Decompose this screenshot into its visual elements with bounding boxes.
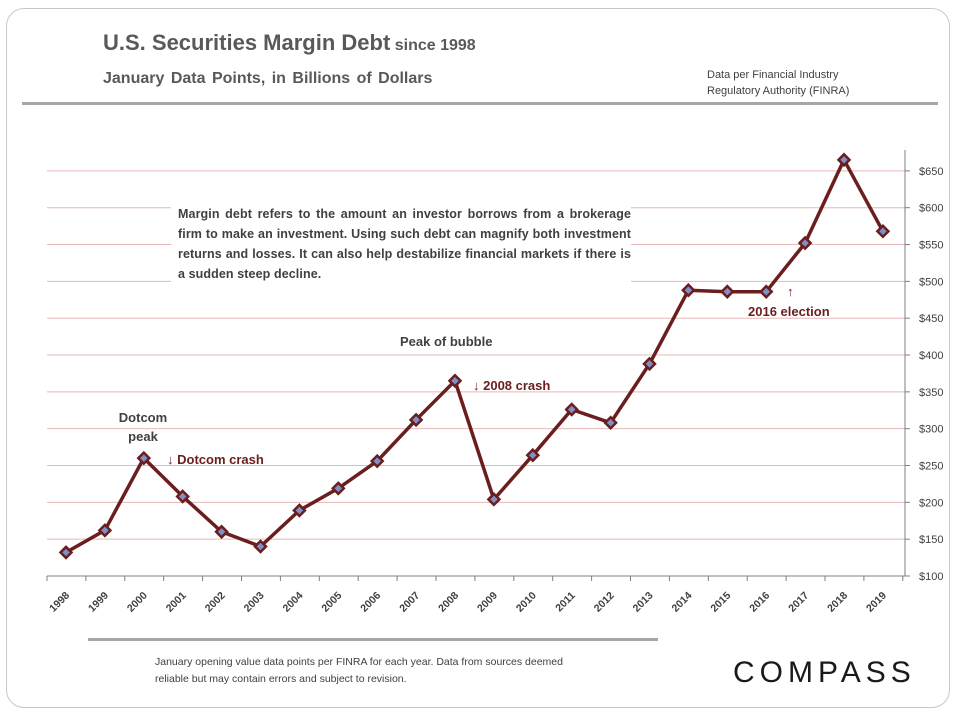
data-point-2009: [486, 492, 502, 507]
bottom-divider: [88, 638, 658, 641]
y-tick-label: $100: [919, 571, 943, 583]
top-divider: [22, 102, 938, 105]
data-point-2006: [369, 453, 385, 469]
chart-title-main: U.S. Securities Margin Debt: [103, 30, 391, 55]
y-tick-label: $650: [919, 166, 943, 178]
data-point-2000: [136, 450, 152, 466]
data-point-2014: [681, 282, 696, 298]
compass-logo: COMPASS: [733, 656, 916, 689]
data-point-2017: [797, 235, 813, 251]
x-tick-label: 2019: [864, 590, 889, 615]
x-tick-label: 2000: [125, 590, 150, 615]
x-tick-label: 2009: [475, 590, 500, 615]
x-tick-label: 2007: [397, 590, 422, 615]
y-tick-label: $300: [919, 424, 943, 436]
x-tick-label: 2006: [358, 590, 383, 615]
y-tick-label: $150: [919, 534, 943, 546]
data-point-2010: [525, 447, 541, 463]
x-tick-label: 2001: [164, 590, 189, 615]
data-point-2004: [292, 503, 307, 518]
chart-title: U.S. Securities Margin Debt since 1998: [103, 30, 476, 56]
data-point-2001: [175, 489, 190, 504]
data-point-2005: [331, 481, 346, 496]
x-tick-label: 2018: [825, 590, 850, 615]
data-point-2012: [603, 415, 618, 431]
y-tick-label: $200: [919, 497, 943, 509]
data-point-2016: [758, 284, 774, 299]
crash-2008-annotation: ↓ 2008 crash: [473, 378, 551, 393]
dotcom-crash-annotation: ↓ Dotcom crash: [167, 452, 264, 467]
y-tick-label: $400: [919, 350, 943, 362]
chart-subtitle: January Data Points, in Billions of Doll…: [103, 70, 433, 87]
data-point-1999: [97, 523, 113, 538]
source-note: Data per Financial Industry Regulatory A…: [707, 67, 849, 99]
y-tick-label: $450: [919, 313, 943, 325]
x-tick-label: 2010: [514, 590, 539, 615]
x-tick-label: 1998: [47, 590, 72, 615]
x-tick-label: 1999: [86, 590, 111, 615]
x-tick-label: 2016: [747, 590, 772, 615]
data-point-2013: [642, 356, 657, 372]
description-box: Margin debt refers to the amount an inve…: [171, 203, 631, 284]
x-tick-label: 2017: [786, 590, 811, 615]
x-tick-label: 2005: [319, 590, 344, 615]
dotcom-peak-line-1: Dotcom: [118, 410, 168, 425]
source-line-2: Regulatory Authority (FINRA): [707, 85, 850, 97]
election-arrow-icon: ↑: [787, 284, 794, 299]
slide-frame: [6, 8, 950, 708]
x-tick-label: 2008: [436, 590, 461, 615]
x-tick-label: 2003: [242, 590, 267, 615]
x-tick-label: 2014: [670, 590, 695, 615]
chart-title-suffix: since 1998: [394, 37, 476, 54]
election-2016-annotation: 2016 election: [748, 304, 830, 319]
markers: [58, 152, 891, 560]
x-tick-label: 2011: [553, 590, 578, 615]
x-tick-label: 2013: [631, 590, 656, 615]
y-tick-label: $550: [919, 240, 943, 252]
data-point-2003: [253, 539, 268, 554]
x-tick-label: 2002: [203, 590, 228, 615]
data-point-1998: [58, 545, 74, 560]
peak-of-bubble-annotation: Peak of bubble: [400, 334, 493, 349]
data-point-2011: [564, 402, 579, 417]
data-point-2008: [447, 373, 463, 389]
series-line-layer: [65, 158, 885, 554]
data-point-2018: [836, 152, 852, 168]
series-line: [65, 158, 885, 554]
y-tick-label: $350: [919, 387, 943, 399]
source-line-1: Data per Financial Industry: [707, 69, 839, 81]
y-tick-label: $600: [919, 203, 943, 215]
x-tick-label: 2004: [281, 590, 306, 615]
footnote: January opening value data points per FI…: [155, 656, 563, 685]
data-point-2019: [875, 224, 891, 239]
dotcom-peak-annotation: Dotcom peak: [112, 408, 174, 446]
x-tick-label: 2012: [592, 590, 617, 615]
data-point-2002: [214, 524, 229, 540]
x-tick-label: 2015: [708, 590, 733, 615]
dotcom-peak-line-2: peak: [128, 429, 158, 444]
y-tick-label: $250: [919, 461, 943, 473]
data-point-2007: [408, 412, 424, 428]
y-tick-label: $500: [919, 276, 943, 288]
data-point-2015: [720, 284, 735, 299]
